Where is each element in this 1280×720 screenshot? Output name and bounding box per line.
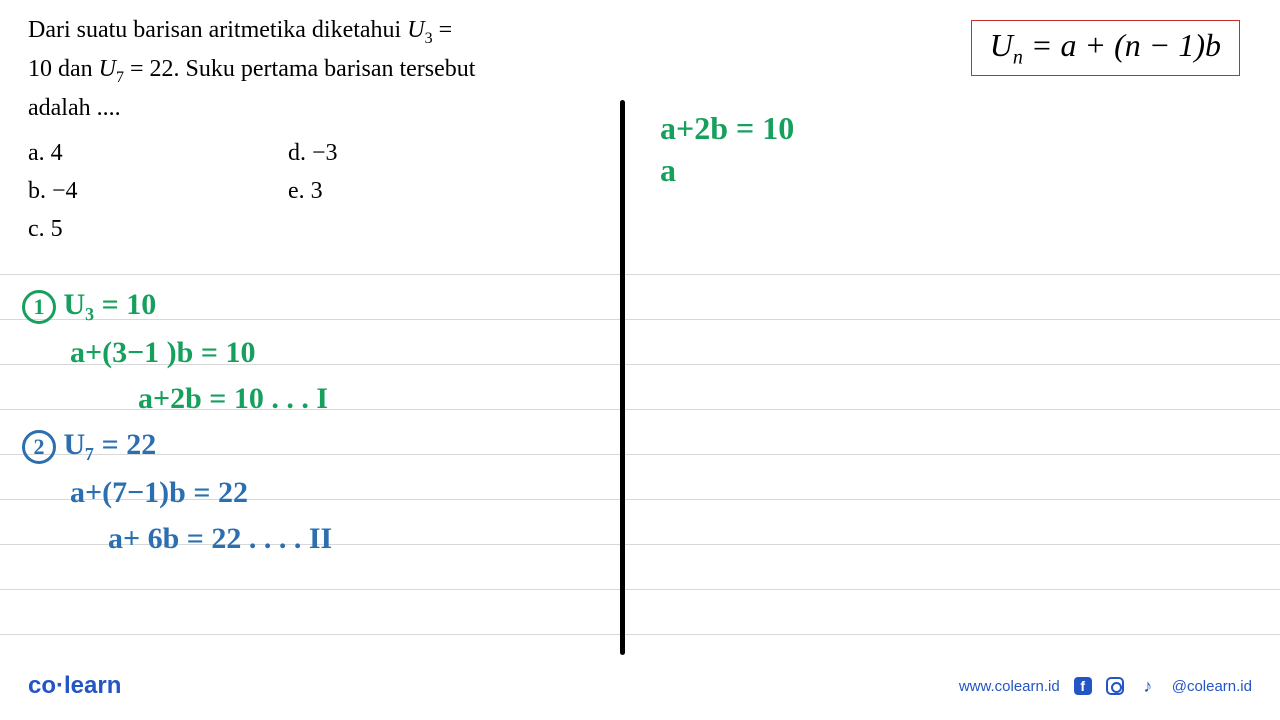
q-line2-post: = 22. Suku pertama barisan tersebut	[124, 56, 475, 82]
instagram-icon	[1106, 677, 1124, 695]
q-line1-post: =	[433, 17, 453, 43]
hw-r1: a+2b = 10	[660, 110, 794, 147]
option-e: e. 3	[288, 172, 488, 210]
hw-step1: 1 U₃ = 10	[22, 288, 156, 324]
hw-l3: a+2b = 10 . . . I	[138, 382, 328, 416]
footer-url: www.colearn.id	[959, 678, 1060, 695]
page-root: Dari suatu barisan aritmetika diketahui …	[0, 0, 1280, 720]
hw-l2: a+(3−1 )b = 10	[70, 336, 255, 370]
logo-learn: learn	[64, 672, 121, 699]
tiktok-icon: ♪	[1138, 676, 1158, 696]
formula-rhs: a + (n − 1)b	[1061, 27, 1222, 63]
ruled-paper-lines	[0, 230, 1280, 635]
logo-co: co	[28, 672, 56, 699]
option-a: a. 4	[28, 134, 288, 172]
q-sub2: 7	[116, 69, 124, 86]
hw-l5: a+(7−1)b = 22	[70, 476, 248, 510]
footer-right: www.colearn.id f ♪ @colearn.id	[959, 676, 1252, 696]
footer-handle: @colearn.id	[1172, 678, 1252, 695]
q-line2-pre: 10 dan	[28, 56, 99, 82]
question-text: Dari suatu barisan aritmetika diketahui …	[28, 12, 578, 249]
hw-l6: a+ 6b = 22 . . . . II	[108, 522, 332, 556]
answer-options: a. 4 d. −3 b. −4 e. 3 c. 5	[28, 134, 578, 249]
option-d: d. −3	[288, 134, 488, 172]
q-var1: U	[407, 17, 424, 43]
q-line1-pre: Dari suatu barisan aritmetika diketahui	[28, 17, 407, 43]
q-var2: U	[99, 56, 116, 82]
brand-logo: co·learn	[28, 672, 121, 700]
formula-box: Un = a + (n − 1)b	[971, 20, 1240, 76]
hw-u7: U₇ = 22	[56, 428, 156, 461]
formula-eq: =	[1023, 27, 1061, 63]
option-c: c. 5	[28, 210, 288, 248]
hw-u3: U₃ = 10	[56, 288, 156, 321]
hw-r2: a	[660, 152, 676, 189]
circled-1: 1	[22, 290, 56, 324]
circled-2: 2	[22, 430, 56, 464]
facebook-icon: f	[1074, 677, 1092, 695]
footer: co·learn www.colearn.id f ♪ @colearn.id	[0, 666, 1280, 706]
formula-lhs-sub: n	[1013, 46, 1023, 68]
q-sub1: 3	[425, 30, 433, 47]
hw-step2: 2 U₇ = 22	[22, 428, 156, 464]
q-line3: adalah ....	[28, 90, 578, 126]
vertical-divider	[620, 100, 625, 655]
option-b: b. −4	[28, 172, 288, 210]
formula-lhs-var: U	[990, 27, 1013, 63]
